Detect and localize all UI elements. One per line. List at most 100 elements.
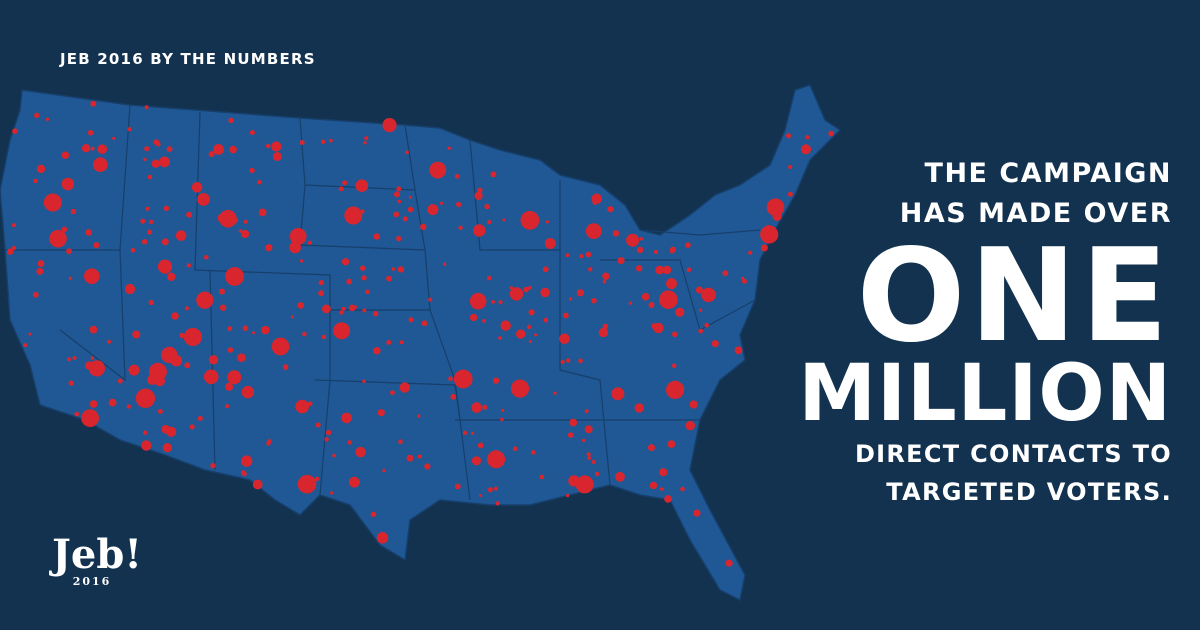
contact-dot bbox=[397, 266, 405, 273]
contact-dot bbox=[186, 211, 193, 218]
contact-dot bbox=[318, 280, 324, 286]
contact-dot bbox=[241, 229, 250, 239]
contact-dot bbox=[307, 401, 313, 407]
contact-dot bbox=[81, 144, 91, 153]
contact-dot bbox=[373, 311, 379, 317]
contact-dot bbox=[585, 223, 602, 240]
contact-dot bbox=[12, 128, 18, 134]
contact-dot bbox=[373, 347, 381, 355]
contact-dot bbox=[341, 258, 350, 266]
contact-dot bbox=[701, 287, 716, 303]
contact-dot bbox=[586, 452, 591, 457]
contact-dot bbox=[725, 559, 733, 567]
contact-dot bbox=[675, 307, 685, 317]
contact-dot bbox=[631, 234, 635, 238]
contact-dot bbox=[33, 178, 38, 184]
contact-dot bbox=[265, 143, 271, 149]
contact-dot bbox=[144, 146, 150, 152]
contact-dot bbox=[473, 224, 486, 237]
contact-dot bbox=[332, 453, 336, 458]
contact-dot bbox=[685, 420, 695, 431]
contact-dot bbox=[7, 248, 14, 255]
contact-dot bbox=[544, 238, 556, 249]
contact-dot bbox=[787, 191, 793, 197]
contact-dot bbox=[405, 150, 409, 155]
contact-dot bbox=[36, 267, 44, 275]
contact-dot bbox=[97, 365, 103, 370]
contact-dot bbox=[186, 263, 192, 268]
contact-dot bbox=[516, 329, 526, 339]
contact-dot bbox=[454, 173, 460, 179]
contact-dot bbox=[397, 199, 402, 204]
contact-dot bbox=[36, 164, 46, 174]
contact-dot bbox=[639, 237, 644, 241]
contact-dot bbox=[584, 425, 593, 434]
contact-dot bbox=[407, 206, 414, 213]
contact-dot bbox=[698, 328, 704, 334]
contact-dot bbox=[329, 138, 333, 143]
contact-dot bbox=[330, 491, 334, 495]
contact-dot bbox=[634, 403, 644, 413]
contact-dot bbox=[617, 257, 625, 265]
contact-dot bbox=[671, 363, 677, 369]
contact-dot bbox=[602, 279, 607, 284]
contact-dot bbox=[478, 494, 482, 497]
contact-dot bbox=[396, 235, 402, 242]
contact-dot bbox=[360, 265, 366, 272]
contact-dot bbox=[566, 493, 570, 498]
contact-dot bbox=[509, 287, 524, 301]
contact-dot bbox=[85, 361, 94, 370]
contact-dot bbox=[512, 290, 517, 295]
contact-dot bbox=[565, 253, 570, 258]
contact-dot bbox=[233, 218, 238, 223]
contact-dot bbox=[227, 370, 242, 385]
contact-dot bbox=[424, 463, 431, 470]
contact-dot bbox=[748, 250, 753, 255]
contact-dot bbox=[166, 146, 173, 153]
contact-dot bbox=[108, 398, 117, 407]
contact-dot bbox=[210, 463, 216, 469]
contact-dot bbox=[653, 249, 659, 254]
contact-dot bbox=[249, 130, 254, 135]
contact-dot bbox=[72, 356, 77, 360]
contact-dot bbox=[297, 474, 317, 494]
contact-dot bbox=[141, 239, 148, 245]
contact-dot bbox=[225, 382, 234, 391]
contact-dot bbox=[512, 446, 518, 452]
contact-dot bbox=[788, 164, 793, 170]
contact-dot bbox=[553, 391, 557, 395]
contact-dot bbox=[271, 337, 290, 356]
header-title: JEB 2016 BY THE NUMBERS bbox=[59, 50, 316, 68]
contact-dot bbox=[382, 468, 386, 473]
contact-dot bbox=[189, 424, 195, 430]
contact-dot bbox=[228, 117, 234, 124]
contact-dot bbox=[66, 248, 72, 255]
contact-dot bbox=[576, 289, 585, 297]
contact-dot bbox=[545, 220, 550, 224]
contact-dot bbox=[355, 179, 369, 192]
contact-dot bbox=[266, 441, 271, 446]
contact-dot bbox=[540, 287, 550, 298]
contact-dot bbox=[680, 486, 685, 492]
contact-dot bbox=[227, 347, 234, 353]
contact-dot bbox=[360, 209, 365, 214]
contact-dot bbox=[74, 411, 80, 417]
logo-year: 2016 bbox=[73, 575, 112, 588]
contact-dot bbox=[272, 152, 282, 161]
contact-dot bbox=[265, 244, 273, 252]
contact-dot bbox=[90, 146, 95, 151]
contact-dot bbox=[582, 438, 586, 443]
contact-dot bbox=[568, 297, 573, 301]
contact-dot bbox=[454, 483, 461, 490]
contact-dot bbox=[648, 302, 655, 308]
contact-dot bbox=[93, 157, 108, 172]
contact-dot bbox=[117, 378, 123, 384]
contact-dot bbox=[126, 404, 131, 409]
contact-dot bbox=[34, 112, 40, 119]
contact-dot bbox=[801, 144, 811, 155]
us-map bbox=[0, 84, 842, 602]
contact-dot bbox=[81, 409, 99, 427]
contact-dot bbox=[208, 355, 219, 365]
contact-dot bbox=[828, 130, 834, 137]
contact-dot bbox=[448, 376, 453, 382]
